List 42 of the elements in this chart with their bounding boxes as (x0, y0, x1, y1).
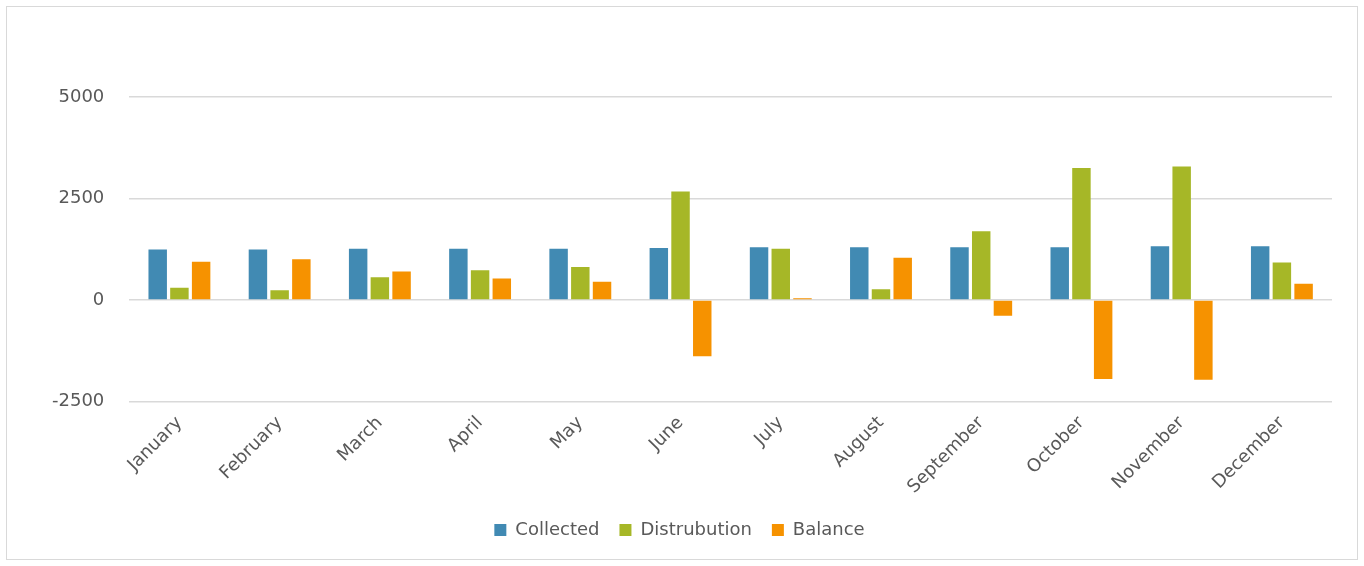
y-tick-label: -2500 (51, 389, 105, 411)
bar (392, 271, 411, 300)
bar (270, 290, 289, 300)
bar (148, 249, 167, 300)
bar (170, 287, 189, 300)
legend-label: Distrubution (640, 517, 752, 539)
bar (871, 289, 891, 300)
legend-label: Collected (515, 517, 600, 539)
bar (592, 281, 612, 300)
y-tick-label: 5000 (58, 84, 105, 106)
y-tick-label: 2500 (58, 186, 105, 208)
bar (893, 257, 912, 300)
bar (348, 248, 368, 300)
bar (749, 247, 769, 300)
bar (571, 267, 590, 300)
bar (492, 278, 512, 300)
bar (1172, 166, 1191, 300)
bar (1272, 262, 1292, 300)
bar (993, 300, 1013, 316)
bar (470, 270, 490, 300)
bar (1050, 247, 1069, 300)
bar (850, 247, 869, 300)
bar (370, 277, 390, 300)
bar (1250, 246, 1270, 300)
bar (449, 248, 468, 300)
bar (771, 248, 790, 300)
bar (649, 247, 669, 300)
bar (950, 247, 969, 300)
bar (1194, 300, 1213, 380)
bar (671, 191, 690, 300)
bar (1093, 300, 1113, 380)
y-tick-label: 0 (92, 287, 105, 309)
bar (1072, 168, 1091, 300)
bar (549, 248, 568, 300)
bar (248, 249, 268, 300)
bar (191, 261, 211, 300)
bar (1150, 246, 1170, 300)
bar (292, 259, 311, 300)
bar (971, 231, 991, 300)
bar (693, 300, 712, 357)
legend-label: Balance (792, 517, 865, 539)
bar (1294, 283, 1313, 300)
